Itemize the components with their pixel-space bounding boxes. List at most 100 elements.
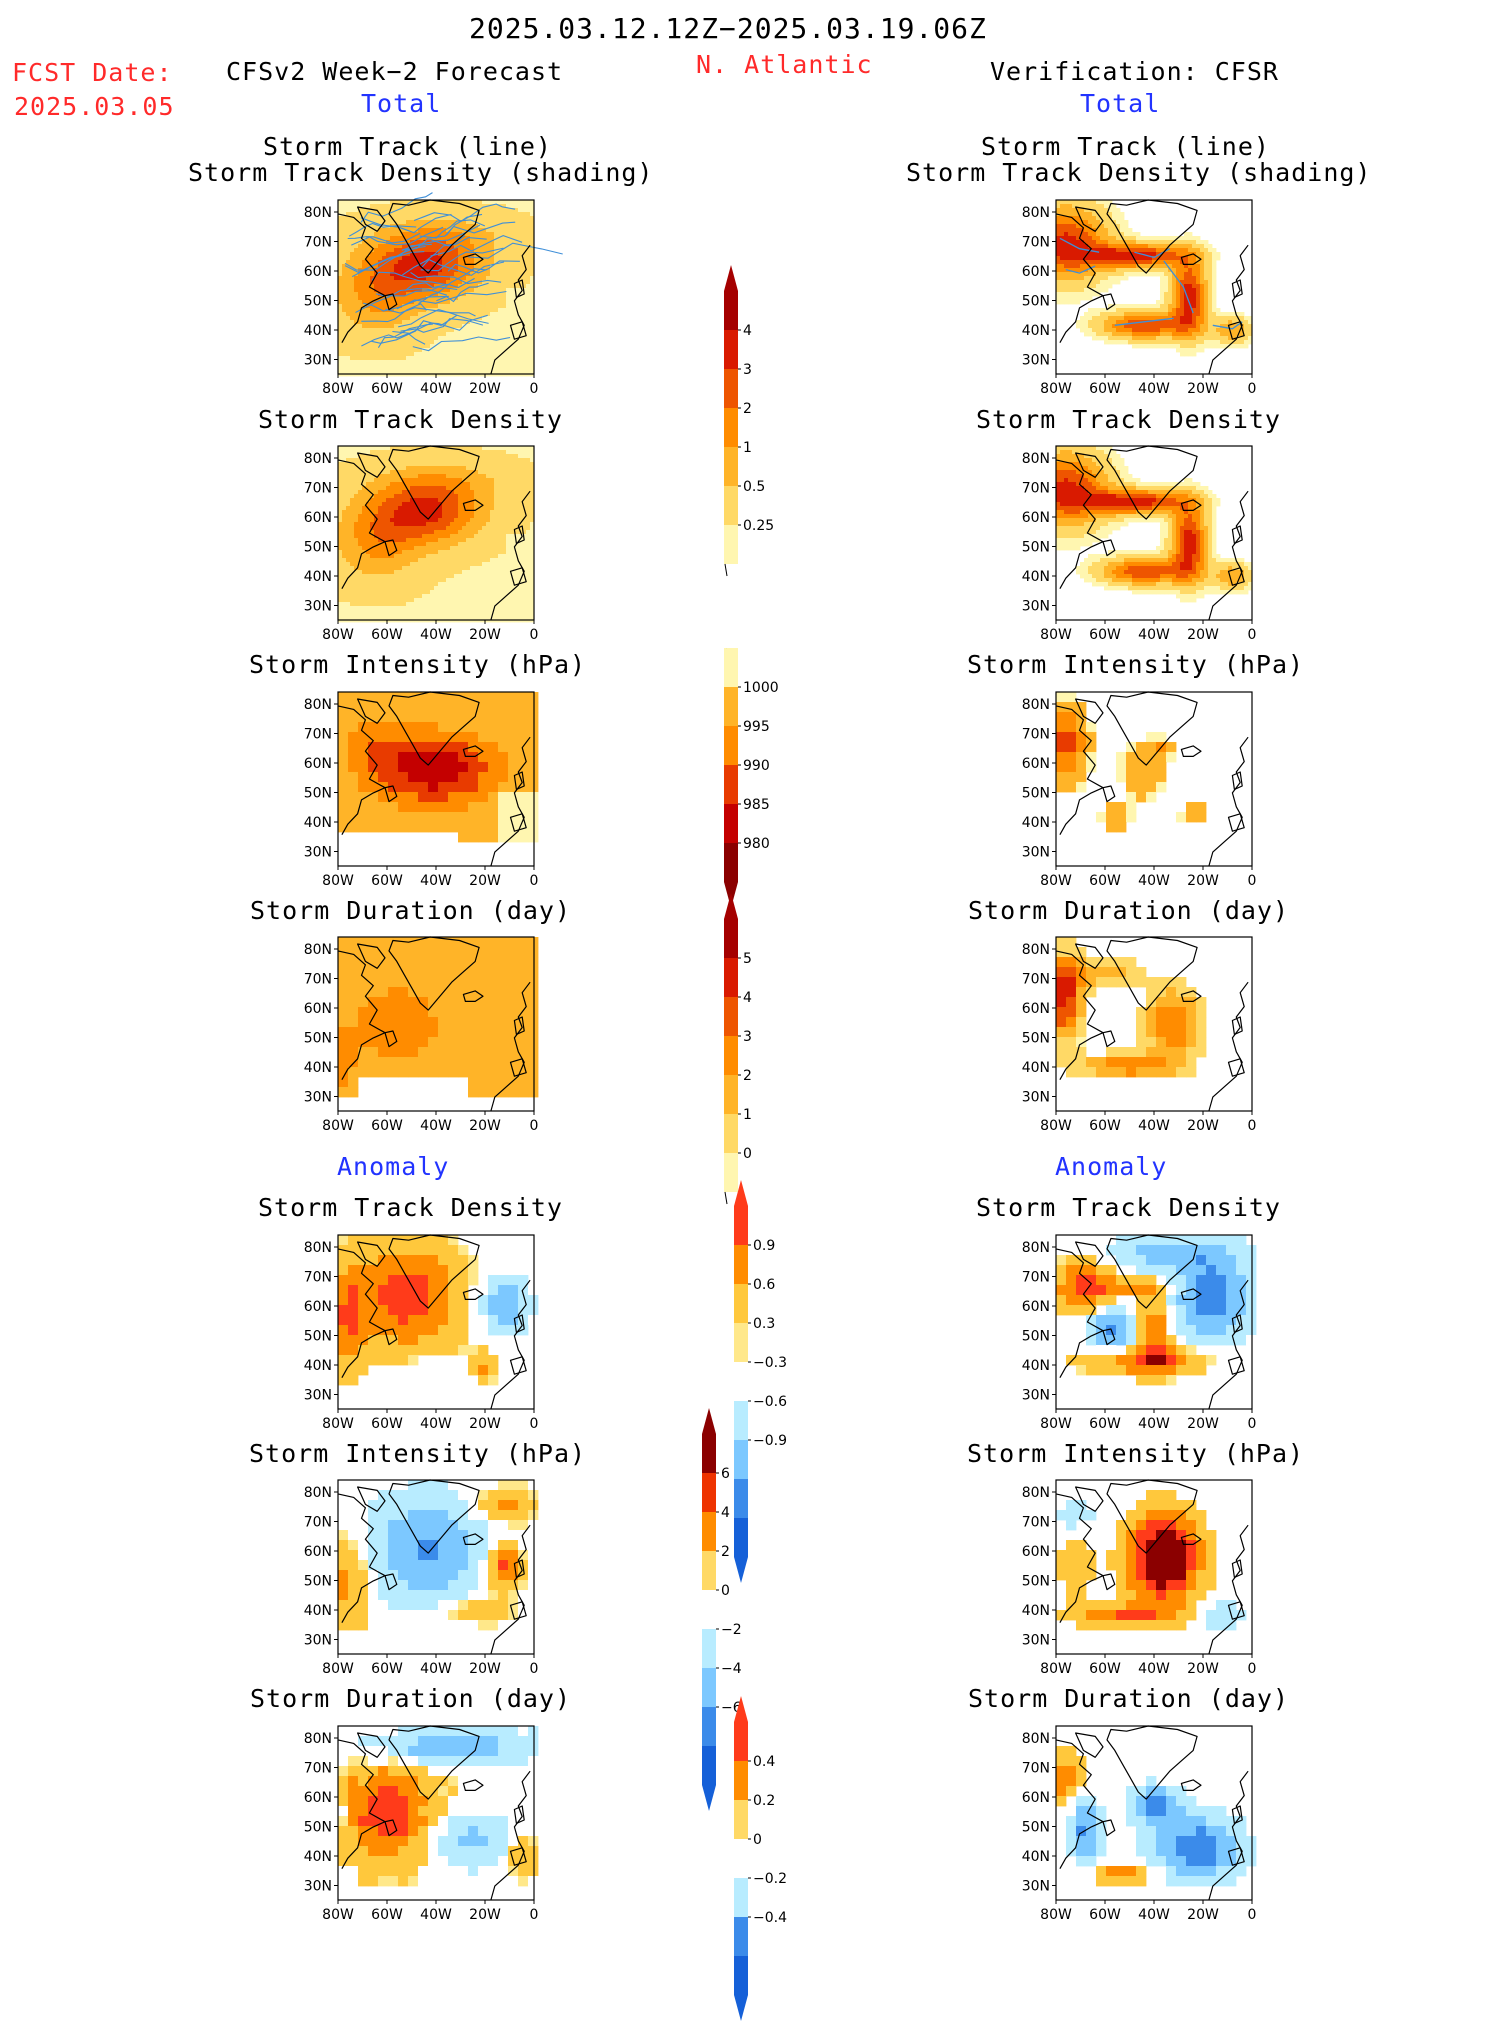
lon-tick-label: 40W: [1138, 1661, 1170, 1677]
lat-tick-label: 60N: [1022, 1001, 1050, 1017]
colorbar-label: −4: [721, 1661, 742, 1677]
lon-tick-label: 20W: [1187, 1661, 1219, 1677]
lat-tick-label: 50N: [1022, 786, 1050, 802]
lat-tick-label: 40N: [1022, 323, 1050, 339]
colorbar-label: 0.2: [753, 1793, 775, 1809]
lat-tick-label: 80N: [304, 942, 332, 958]
lon-tick-label: 80W: [1040, 873, 1072, 889]
lon-tick-label: 80W: [1040, 1118, 1072, 1134]
lat-tick-label: 50N: [304, 540, 332, 556]
lon-tick-label: 40W: [1138, 627, 1170, 643]
colorbar-label: 3: [743, 1029, 752, 1045]
lat-tick-label: 40N: [1022, 1060, 1050, 1076]
lat-tick-label: 70N: [1022, 1515, 1050, 1531]
lon-tick-label: 20W: [469, 627, 501, 643]
lat-tick-label: 30N: [1022, 1633, 1050, 1649]
lat-tick-label: 80N: [1022, 451, 1050, 467]
lon-tick-label: 0: [1248, 1661, 1257, 1677]
lat-tick-label: 50N: [304, 1329, 332, 1345]
colorbar-label: 1: [743, 1107, 752, 1123]
colorbar-label: −0.2: [753, 1871, 787, 1887]
colorbar-label: −2: [721, 1622, 742, 1638]
lat-tick-label: 60N: [304, 510, 332, 526]
lon-tick-label: 0: [530, 1907, 539, 1923]
lon-tick-label: 40W: [1138, 1416, 1170, 1432]
colorbar-svg: 0.40.20−0.2−0.4: [734, 1696, 824, 2035]
colorbar-label: 0: [743, 1146, 752, 1162]
lon-tick-label: 80W: [322, 1661, 354, 1677]
lon-tick-label: 60W: [1089, 1416, 1121, 1432]
title-intensity-right: Storm Intensity (hPa): [967, 650, 1304, 679]
lon-tick-label: 60W: [371, 1907, 403, 1923]
period-title: 2025.03.12.12Z−2025.03.19.06Z: [469, 12, 987, 45]
title-duration-right: Storm Duration (day): [968, 896, 1289, 925]
lon-tick-label: 60W: [1089, 381, 1121, 397]
lat-tick-label: 80N: [304, 451, 332, 467]
lon-tick-label: 40W: [420, 381, 452, 397]
lon-tick-label: 20W: [1187, 627, 1219, 643]
anomaly-right: Anomaly: [1055, 1152, 1167, 1181]
lat-tick-label: 60N: [1022, 1299, 1050, 1315]
lon-tick-label: 0: [530, 1416, 539, 1432]
lon-tick-label: 0: [530, 627, 539, 643]
colorbar-label: 1000: [743, 680, 779, 696]
lat-tick-label: 50N: [1022, 1031, 1050, 1047]
lon-tick-label: 0: [530, 1661, 539, 1677]
lat-tick-label: 70N: [1022, 235, 1050, 251]
lon-tick-label: 80W: [322, 381, 354, 397]
total-right: Total: [1080, 89, 1160, 118]
lon-tick-label: 20W: [469, 1661, 501, 1677]
lon-tick-label: 20W: [469, 873, 501, 889]
lat-tick-label: 40N: [304, 815, 332, 831]
lon-tick-label: 40W: [420, 627, 452, 643]
colorbar-label: 2: [743, 401, 752, 417]
lat-tick-label: 50N: [1022, 540, 1050, 556]
lon-tick-label: 40W: [1138, 381, 1170, 397]
lon-tick-label: 60W: [371, 381, 403, 397]
title-density-left: Storm Track Density: [258, 405, 563, 434]
lat-tick-label: 40N: [1022, 569, 1050, 585]
lat-tick-label: 70N: [1022, 972, 1050, 988]
colorbar-label: 4: [743, 323, 752, 339]
lat-tick-label: 30N: [304, 1388, 332, 1404]
lat-tick-label: 30N: [304, 353, 332, 369]
lat-tick-label: 70N: [1022, 727, 1050, 743]
colorbar-label: 6: [721, 1466, 730, 1482]
lat-tick-label: 70N: [304, 1515, 332, 1531]
lat-tick-label: 80N: [1022, 1731, 1050, 1747]
lat-tick-label: 60N: [304, 1299, 332, 1315]
lon-tick-label: 60W: [371, 873, 403, 889]
lon-tick-label: 60W: [371, 1661, 403, 1677]
lon-tick-label: 60W: [1089, 1661, 1121, 1677]
lon-tick-label: 40W: [420, 1661, 452, 1677]
lat-tick-label: 50N: [304, 294, 332, 310]
lon-tick-label: 80W: [1040, 627, 1072, 643]
lon-tick-label: 20W: [1187, 381, 1219, 397]
lat-tick-label: 50N: [1022, 1574, 1050, 1590]
lat-tick-label: 60N: [304, 264, 332, 280]
lat-tick-label: 60N: [304, 1544, 332, 1560]
lon-tick-label: 20W: [1187, 1907, 1219, 1923]
lon-tick-label: 40W: [1138, 1118, 1170, 1134]
lon-tick-label: 60W: [371, 1118, 403, 1134]
lat-tick-label: 50N: [304, 1574, 332, 1590]
